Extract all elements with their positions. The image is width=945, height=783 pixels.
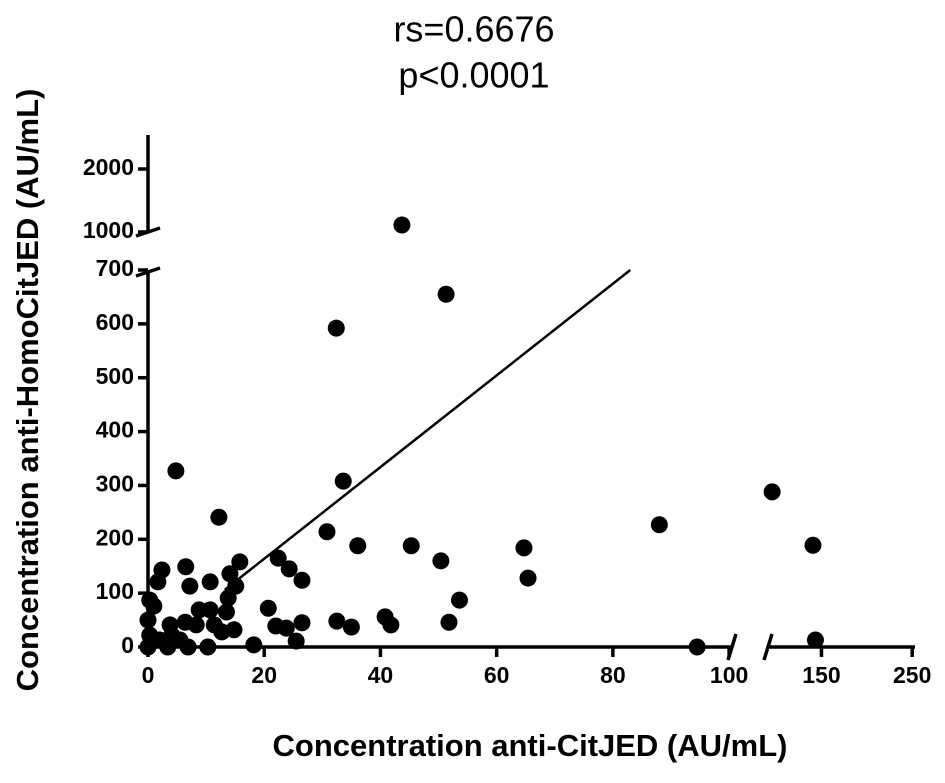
y-tick-label: 100 xyxy=(96,578,134,604)
point xyxy=(139,638,157,656)
x-tick-label: 40 xyxy=(368,662,394,688)
x-tick-label: 0 xyxy=(142,662,155,688)
x-tick-label: 250 xyxy=(893,662,931,688)
chart-title: rs=0.6676 xyxy=(393,9,554,50)
y-tick-label: 500 xyxy=(96,363,134,389)
point xyxy=(167,462,185,480)
point xyxy=(382,616,400,634)
point xyxy=(688,638,706,656)
axis-break xyxy=(762,633,774,661)
point xyxy=(328,612,346,630)
point xyxy=(437,285,455,303)
y-tick-label: 200 xyxy=(96,524,134,550)
y-tick-label: 2000 xyxy=(83,154,134,180)
point xyxy=(806,631,824,649)
point xyxy=(141,591,159,609)
point xyxy=(804,536,822,554)
point xyxy=(287,632,305,650)
point xyxy=(171,631,189,649)
point xyxy=(161,616,179,634)
point xyxy=(210,508,228,526)
point xyxy=(318,523,336,541)
x-tick-label: 80 xyxy=(600,662,626,688)
point xyxy=(342,618,360,636)
x-tick-label: 20 xyxy=(251,662,277,688)
x-tick-label: 150 xyxy=(802,662,840,688)
point xyxy=(205,616,223,634)
point xyxy=(217,603,235,621)
point xyxy=(402,537,420,555)
x-axis-label: Concentration anti-CitJED (AU/mL) xyxy=(273,728,788,763)
y-tick-label: 600 xyxy=(96,309,134,335)
x-tick-label: 60 xyxy=(484,662,510,688)
trend-line xyxy=(223,269,632,591)
point xyxy=(149,573,167,591)
point xyxy=(181,577,199,595)
point xyxy=(519,569,537,587)
point xyxy=(763,483,781,501)
y-tick-label: 1000 xyxy=(83,217,134,243)
point xyxy=(219,589,237,607)
point xyxy=(349,537,367,555)
axes xyxy=(135,135,915,661)
point xyxy=(432,552,450,570)
y-tick-label: 0 xyxy=(121,632,134,658)
point xyxy=(277,619,295,637)
point xyxy=(201,573,219,591)
point xyxy=(199,638,217,656)
point xyxy=(515,539,533,557)
point xyxy=(293,614,311,632)
point xyxy=(327,319,345,337)
point xyxy=(393,216,411,234)
chart-subtitle: p<0.0001 xyxy=(398,55,549,96)
point xyxy=(139,611,157,629)
y-axis-label: Concentration anti-HomoCitJED (AU/mL) xyxy=(10,89,45,692)
point xyxy=(245,636,263,654)
point xyxy=(650,516,668,534)
point xyxy=(231,553,249,571)
point xyxy=(269,549,287,567)
axis-break xyxy=(135,266,161,278)
point xyxy=(334,472,352,490)
y-tick-label: 300 xyxy=(96,471,134,497)
point xyxy=(177,558,195,576)
point xyxy=(187,616,205,634)
point xyxy=(280,560,298,578)
y-tick-label: 700 xyxy=(96,255,134,281)
x-tick-label: 100 xyxy=(710,662,748,688)
point xyxy=(190,601,208,619)
y-tick-label: 400 xyxy=(96,417,134,443)
point xyxy=(259,599,277,617)
point xyxy=(450,591,468,609)
point xyxy=(293,571,311,589)
point xyxy=(440,613,458,631)
